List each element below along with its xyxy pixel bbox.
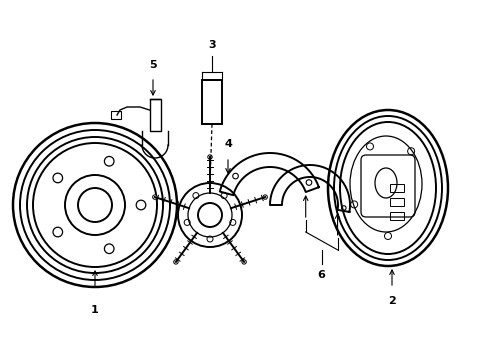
- Text: 1: 1: [91, 305, 99, 315]
- Circle shape: [173, 260, 178, 264]
- Circle shape: [263, 195, 267, 199]
- Circle shape: [207, 155, 212, 159]
- Circle shape: [242, 260, 246, 264]
- Text: 6: 6: [317, 270, 325, 280]
- Text: 5: 5: [149, 60, 157, 70]
- Circle shape: [152, 195, 157, 199]
- Text: 4: 4: [224, 139, 231, 149]
- Text: 3: 3: [208, 40, 215, 50]
- Text: 2: 2: [387, 296, 395, 306]
